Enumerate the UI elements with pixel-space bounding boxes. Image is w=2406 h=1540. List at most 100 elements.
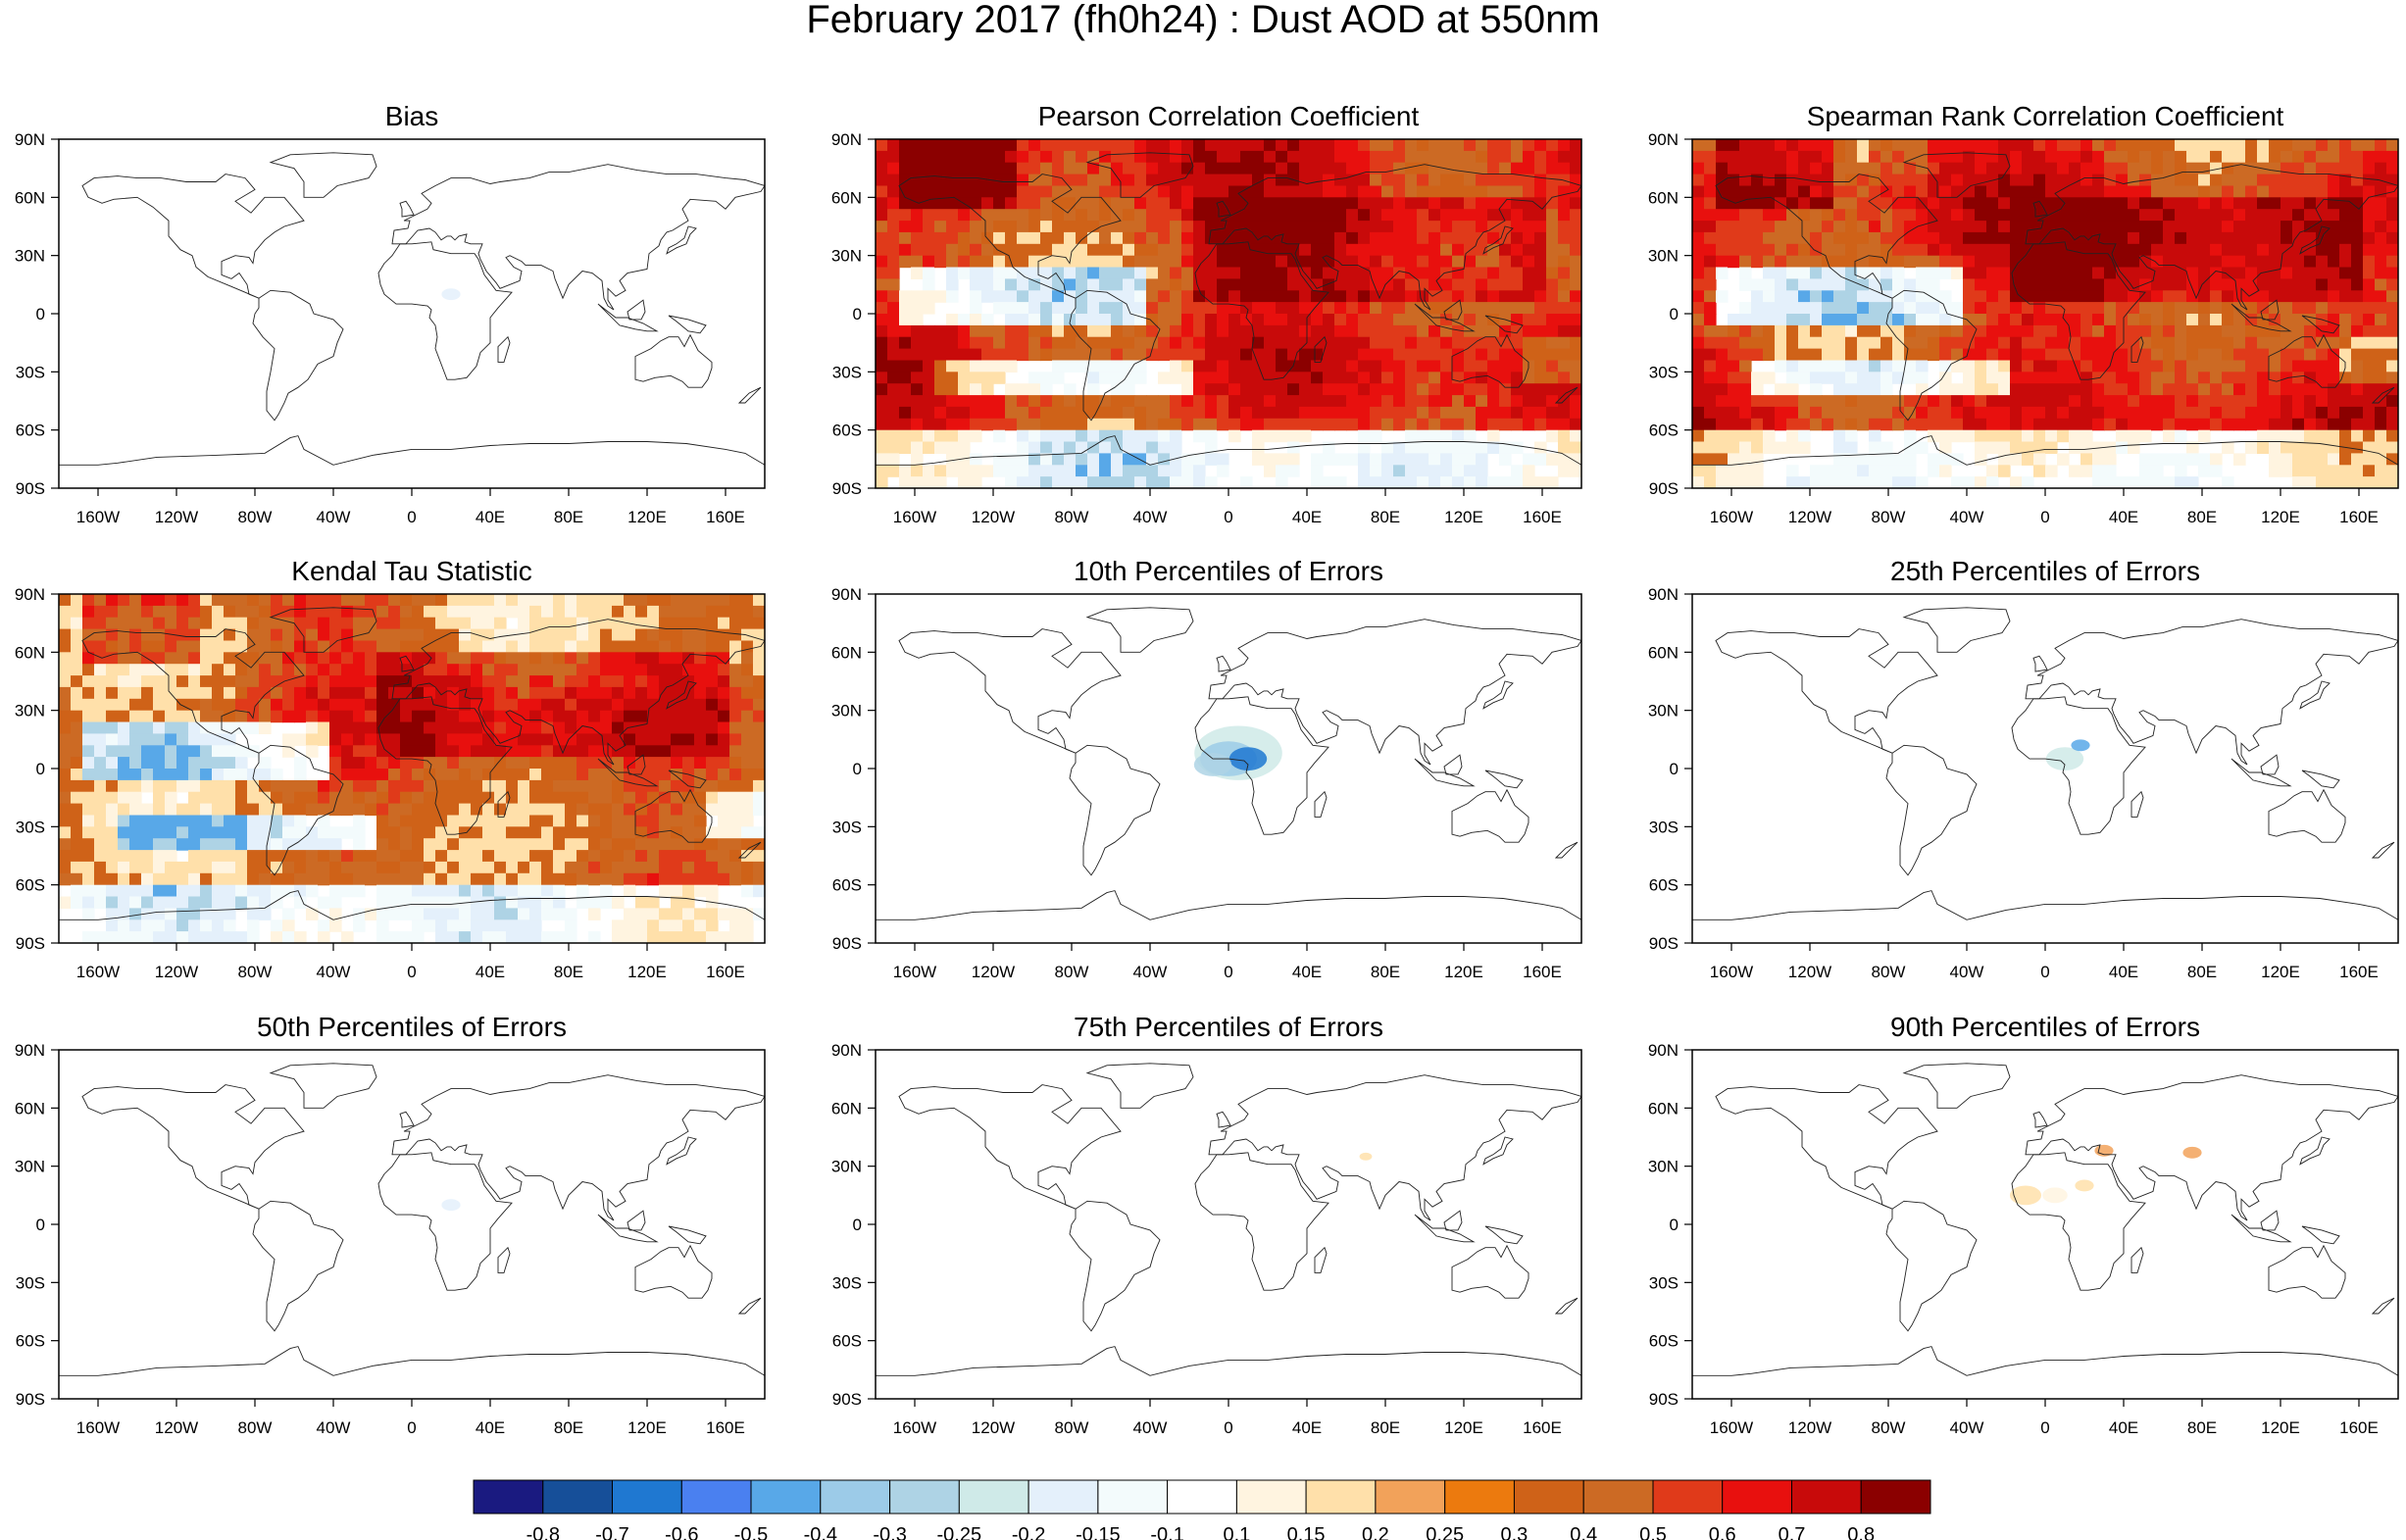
lon-tick-label: 160W (893, 1418, 936, 1437)
lon-tick-label: 120W (972, 508, 1015, 526)
lon-tick-label: 120E (627, 963, 667, 981)
lon-tick-label: 80W (1872, 963, 1906, 981)
lon-tick-label: 80E (2187, 1418, 2217, 1437)
lon-tick-label: 160W (76, 963, 120, 981)
lat-tick-label: 30S (832, 363, 862, 381)
lat-tick-label: 90N (15, 585, 45, 604)
lat-tick-label: 30S (16, 818, 45, 836)
lat-tick-label: 0 (853, 305, 862, 323)
lon-tick-label: 160W (1710, 1418, 1753, 1437)
lon-tick-label: 120E (2261, 508, 2300, 526)
lon-tick-label: 160E (2339, 1418, 2379, 1437)
lon-tick-label: 120E (627, 1418, 667, 1437)
world-map: 90N 60N 30N 0 30S 60S 90S 160W 120W 80W 40W 0 40E 80E… (1648, 1041, 2399, 1437)
lat-tick-label: 60N (1648, 643, 1679, 662)
lat-tick-label: 60S (832, 876, 862, 895)
lat-tick-label: 90N (15, 130, 45, 149)
colorbar-swatch (1860, 1479, 1931, 1515)
lon-tick-label: 0 (407, 1418, 416, 1437)
data-field (59, 594, 765, 943)
lat-tick-label: 60S (1649, 1332, 1679, 1351)
panel-title: Pearson Correlation Coefficient (1037, 101, 1420, 131)
colorbar-label: 0.8 (1847, 1524, 1875, 1540)
lon-tick-label: 160W (76, 1418, 120, 1437)
lat-tick-label: 30N (831, 247, 862, 266)
lat-tick-label: 60S (1649, 422, 1679, 440)
lon-tick-label: 40W (1133, 508, 1168, 526)
lon-tick-label: 120W (972, 963, 1015, 981)
lat-tick-label: 30S (832, 1273, 862, 1292)
lat-tick-label: 30N (15, 1158, 45, 1176)
colorbar-label: -0.6 (665, 1524, 698, 1540)
lat-tick-label: 60S (16, 1332, 45, 1351)
data-field (2010, 1144, 2202, 1206)
lat-tick-label: 0 (1670, 1216, 1679, 1234)
colorbar-swatch (1444, 1479, 1515, 1515)
lat-tick-label: 90S (1649, 479, 1679, 498)
world-map: 90N 60N 30N 0 30S 60S 90S 160W 120W 80W 40W 0 40E 80E… (15, 585, 766, 981)
lon-tick-label: 160E (1523, 1418, 1562, 1437)
lat-tick-label: 60N (15, 188, 45, 207)
lon-tick-label: 160W (76, 508, 120, 526)
colorbar-label: -0.3 (873, 1524, 906, 1540)
lat-tick-label: 60N (1648, 188, 1679, 207)
world-map: 90N 60N 30N 0 30S 60S 90S 160W 120W 80W 40W 0 40E 80E… (831, 1041, 1582, 1437)
lon-tick-label: 80E (1371, 963, 1400, 981)
coastlines (59, 607, 765, 943)
colorbar-label: -0.7 (595, 1524, 628, 1540)
lon-tick-label: 80E (2187, 508, 2217, 526)
lon-tick-label: 0 (1224, 1418, 1232, 1437)
lat-tick-label: 30S (16, 1273, 45, 1292)
colorbar-swatch (1375, 1479, 1446, 1515)
lat-tick-label: 90N (831, 130, 862, 149)
colorbar-label: -0.25 (937, 1524, 982, 1540)
lat-tick-label: 60S (832, 422, 862, 440)
map-panel: Spearman Rank Correlation Coefficient 90N… (1633, 101, 2406, 542)
data-field (876, 139, 1581, 488)
lon-tick-label: 120W (972, 1418, 1015, 1437)
colorbar-label: 0.6 (1709, 1524, 1736, 1540)
panel-title: Spearman Rank Correlation Coefficient (1806, 101, 2284, 131)
map-panel: 75th Percentiles of Errors 90N 60N 30N 0 30S 6… (817, 1012, 1601, 1453)
map-panel: Pearson Correlation Coefficient 90N 60N 30N… (817, 101, 1601, 542)
colorbar-swatch (958, 1479, 1029, 1515)
panel-title: 10th Percentiles of Errors (1074, 556, 1383, 586)
colorbar-label: 0.25 (1426, 1524, 1464, 1540)
lat-tick-label: 30N (1648, 247, 1679, 266)
lon-tick-label: 120E (1444, 1418, 1483, 1437)
colorbar-swatch (1097, 1479, 1169, 1515)
lon-tick-label: 80E (554, 508, 583, 526)
colorbar-label: 0.4 (1570, 1524, 1597, 1540)
lon-tick-label: 160E (706, 508, 745, 526)
world-map: 90N 60N 30N 0 30S 60S 90S 160W 120W 80W 40W 0 40E 80E… (15, 130, 766, 526)
lon-tick-label: 40E (1292, 963, 1322, 981)
coastlines (876, 152, 1581, 488)
lon-tick-label: 80E (554, 1418, 583, 1437)
world-map: 90N 60N 30N 0 30S 60S 90S 160W 120W 80W 40W 0 40E 80E… (15, 1041, 766, 1437)
lon-tick-label: 40E (2109, 1418, 2138, 1437)
lon-tick-label: 40W (1133, 1418, 1168, 1437)
panel-title: 50th Percentiles of Errors (257, 1012, 567, 1042)
panel-title: 75th Percentiles of Errors (1074, 1012, 1383, 1042)
lat-tick-label: 90S (1649, 934, 1679, 953)
lat-tick-label: 30S (1649, 818, 1679, 836)
world-map: 90N 60N 30N 0 30S 60S 90S 160W 120W 80W 40W 0 40E 80E… (831, 130, 1582, 526)
lon-tick-label: 80W (238, 1418, 273, 1437)
coastlines (59, 1063, 765, 1399)
lon-tick-label: 40W (1950, 508, 1984, 526)
data-field (1359, 1152, 1373, 1161)
lon-tick-label: 0 (407, 963, 416, 981)
map-panel: 25th Percentiles of Errors 90N 60N 30N 0 30S 6… (1633, 556, 2406, 997)
lon-tick-label: 160E (706, 1418, 745, 1437)
lat-tick-label: 90S (832, 479, 862, 498)
world-map: 90N 60N 30N 0 30S 60S 90S 160W 120W 80W 40W 0 40E 80E… (831, 585, 1582, 981)
lon-tick-label: 160E (706, 963, 745, 981)
colorbar-swatch (1582, 1479, 1654, 1515)
main-title: February 2017 (fh0h24) : Dust AOD at 550… (806, 0, 1600, 41)
lat-tick-label: 30N (831, 702, 862, 720)
world-map: 90N 60N 30N 0 30S 60S 90S 160W 120W 80W 40W 0 40E 80E… (1648, 130, 2399, 526)
colorbar-swatch (1167, 1479, 1237, 1515)
colorbar-swatch (680, 1479, 752, 1515)
lat-tick-label: 90N (1648, 1041, 1679, 1060)
lon-tick-label: 0 (2040, 508, 2049, 526)
